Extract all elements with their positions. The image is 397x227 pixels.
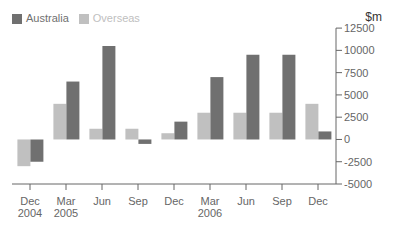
- svg-text:2500: 2500: [344, 111, 368, 123]
- svg-text:Mar2005: Mar2005: [54, 195, 78, 218]
- svg-text:0: 0: [344, 133, 350, 145]
- html-text:Australia: Australia: [26, 12, 69, 24]
- svg-text:10000: 10000: [344, 44, 375, 56]
- svg-text:Sep: Sep: [128, 195, 148, 207]
- svg-text:5000: 5000: [344, 89, 368, 101]
- svg-text:-5000: -5000: [344, 178, 372, 190]
- svg-text:Mar2006: Mar2006: [198, 195, 222, 218]
- svg-text:Sep: Sep: [272, 195, 292, 207]
- svg-text:Jun: Jun: [237, 195, 255, 207]
- svg-text:Dec: Dec: [308, 195, 328, 207]
- svg-text:Dec: Dec: [164, 195, 184, 207]
- svg-text:Dec2004: Dec2004: [18, 195, 42, 218]
- svg-text:12500: 12500: [344, 22, 375, 34]
- svg-text:7500: 7500: [344, 67, 368, 79]
- svg-text:Jun: Jun: [93, 195, 111, 207]
- html-text:Overseas: Overseas: [92, 12, 140, 24]
- svg-text:-2500: -2500: [344, 156, 372, 168]
- html-text:$m: $m: [365, 10, 382, 24]
